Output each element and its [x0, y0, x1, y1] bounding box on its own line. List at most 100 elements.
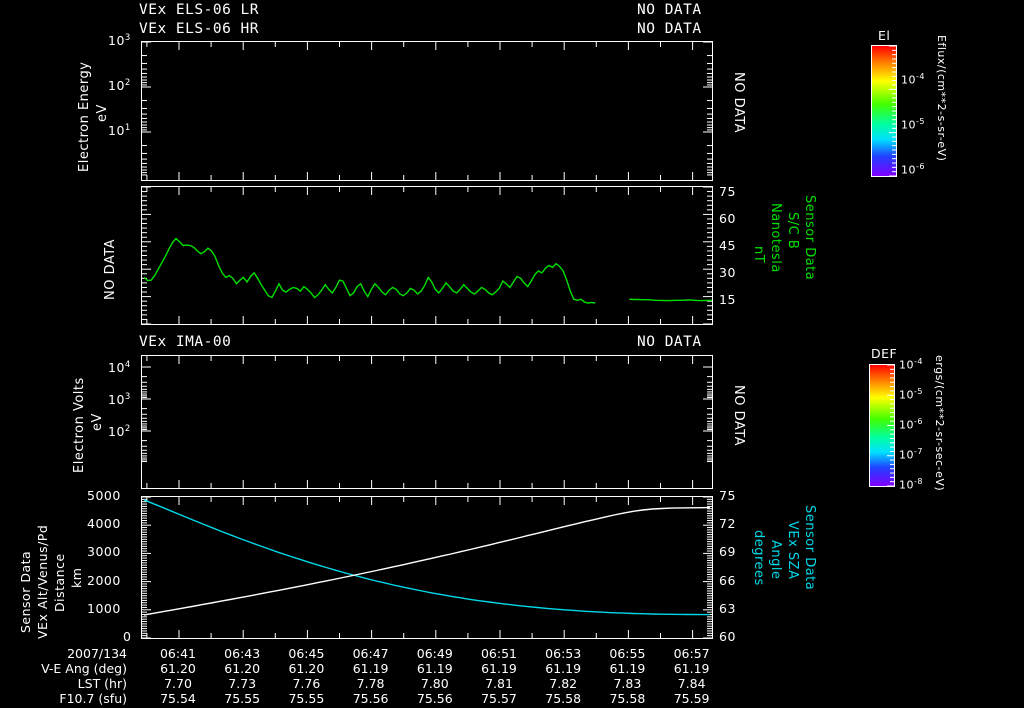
panel4-right-label-sza: VEx SZA	[785, 521, 800, 580]
panel3-ylabel-ev: eV	[90, 413, 105, 431]
panel1-ytick-100: 102	[108, 78, 131, 94]
panel4-ytick-2000: 2000	[87, 573, 121, 588]
table-cell-lst-2: 7.76	[292, 676, 321, 691]
panel4-rytick-60: 60	[719, 629, 736, 644]
table-cell-time-4: 06:49	[416, 646, 453, 661]
table-row-label-1: V-E Ang (deg)	[41, 661, 127, 676]
panel2-ytick-30: 30	[719, 265, 736, 280]
panel2-ytick-45: 45	[719, 238, 736, 253]
panel1-ytick-10: 101	[108, 123, 131, 139]
panel-electron-volts	[141, 355, 713, 489]
panel-magnetic-field	[141, 186, 713, 325]
panel4-right-label-degrees: degrees	[751, 530, 766, 586]
table-cell-lst-1: 7.73	[228, 676, 257, 691]
table-cell-f107-0: 75.54	[160, 691, 196, 706]
panel4-rytick-72: 72	[719, 516, 736, 531]
table-cell-lst-5: 7.81	[485, 676, 513, 691]
panel2-plot	[142, 186, 713, 325]
colorbar-def	[869, 364, 895, 487]
table-row-label-2: LST (hr)	[77, 676, 127, 691]
table-cell-time-7: 06:55	[609, 646, 646, 661]
colorbar-el-title: El	[878, 28, 891, 43]
colorbar-def-tick-4: 10-7	[899, 447, 923, 462]
panel1-title-right-lr: NO DATA	[637, 2, 702, 18]
colorbar-def-tick-5: 10-8	[899, 477, 923, 492]
colorbar-el-tick-2: 10-5	[901, 117, 925, 132]
table-cell-ve_ang-2: 61.20	[288, 661, 325, 676]
panel2-right-label-sensor-data: Sensor Data	[802, 195, 817, 281]
table-cell-ve_ang-5: 61.19	[481, 661, 517, 676]
panel4-ytick-4000: 4000	[87, 516, 121, 531]
panel2-left-no-data: NO DATA	[103, 238, 118, 300]
table-row-label-3: F10.7 (sfu)	[59, 691, 127, 706]
table-cell-lst-4: 7.80	[420, 676, 449, 691]
table-cell-time-6: 06:53	[545, 646, 582, 661]
table-cell-time-3: 06:47	[352, 646, 389, 661]
table-cell-time-5: 06:51	[480, 646, 518, 661]
panel4-rytick-75: 75	[719, 488, 736, 503]
colorbar-def-tick-2: 10-5	[899, 387, 923, 402]
panel2-right-label-scb: S/C B	[785, 212, 800, 250]
panel4-right-label-sensor-data: Sensor Data	[802, 505, 817, 591]
table-cell-lst-7: 7.83	[613, 676, 642, 691]
colorbar-el-tick-3: 10-6	[901, 162, 925, 177]
table-cell-f107-6: 75.58	[545, 691, 582, 706]
panel1-title-left-hr: VEx ELS-06 HR	[139, 21, 259, 37]
table-cell-time-8: 06:57	[673, 646, 710, 661]
table-cell-ve_ang-8: 61.19	[673, 661, 710, 676]
panel3-title-right: NO DATA	[637, 334, 702, 350]
table-cell-time-2: 06:45	[288, 646, 325, 661]
table-cell-time-0: 06:41	[159, 646, 197, 661]
table-cell-f107-7: 75.58	[609, 691, 646, 706]
panel4-rytick-69: 69	[719, 544, 736, 559]
table-cell-ve_ang-1: 61.20	[224, 661, 261, 676]
panel3-ytick-100: 102	[108, 424, 131, 440]
panel1-ytick-1000: 103	[108, 33, 131, 49]
panel2-right-label-nt: nT	[751, 246, 766, 264]
panel4-left-label-distance: Distance	[52, 553, 67, 612]
panel4-right-label-angle: Angle	[768, 540, 783, 580]
panel4-ytick-1000: 1000	[87, 601, 121, 616]
table-cell-ve_ang-0: 61.20	[160, 661, 196, 676]
table-cell-lst-0: 7.70	[164, 676, 192, 691]
table-cell-f107-2: 75.55	[288, 691, 325, 706]
table-cell-lst-3: 7.78	[356, 676, 385, 691]
table-cell-ve_ang-3: 61.19	[352, 661, 389, 676]
table-cell-ve_ang-4: 61.19	[416, 661, 453, 676]
panel-electron-energy	[141, 41, 713, 181]
panel4-ytick-3000: 3000	[87, 544, 121, 559]
panel3-ytick-10000: 104	[108, 360, 131, 376]
table-cell-time-1: 06:43	[224, 646, 261, 661]
panel-alt-sza	[141, 496, 713, 639]
table-cell-f107-5: 75.57	[481, 691, 517, 706]
panel4-ytick-5000: 5000	[87, 488, 121, 503]
panel1-ylabel-electron-energy: Electron Energy	[77, 61, 92, 172]
panel4-rytick-63: 63	[719, 601, 736, 616]
colorbar-el	[871, 45, 897, 177]
table-cell-lst-8: 7.84	[677, 676, 706, 691]
table-cell-f107-1: 75.55	[224, 691, 261, 706]
table-row-label-0: 2007/134	[67, 646, 127, 661]
panel1-title-right-hr: NO DATA	[637, 21, 702, 37]
panel2-ytick-75: 75	[719, 184, 736, 199]
panel2-ytick-60: 60	[719, 211, 736, 226]
panel3-ticks	[142, 356, 712, 488]
table-cell-f107-8: 75.59	[673, 691, 710, 706]
panel3-right-no-data: NO DATA	[731, 385, 746, 447]
table-cell-f107-4: 75.56	[416, 691, 453, 706]
panel1-right-no-data: NO DATA	[731, 72, 746, 134]
panel4-plot	[142, 496, 712, 639]
colorbar-def-tick-1: 10-4	[899, 357, 923, 372]
table-cell-ve_ang-6: 61.19	[545, 661, 582, 676]
panel2-right-label-nanotesla: Nanotesla	[768, 203, 783, 273]
panel3-title-left: VEx IMA-00	[139, 334, 232, 350]
colorbar-def-title: DEF	[871, 346, 898, 361]
panel1-title-left-lr: VEx ELS-06 LR	[139, 2, 259, 18]
panel2-ytick-15: 15	[719, 292, 736, 307]
colorbar-el-unit: Eflux/(cm**2-s-sr-eV)	[935, 35, 948, 162]
panel4-rytick-66: 66	[719, 573, 736, 588]
panel1-ticks	[142, 41, 712, 180]
table-cell-ve_ang-7: 61.19	[609, 661, 646, 676]
colorbar-def-tick-3: 10-6	[899, 417, 923, 432]
